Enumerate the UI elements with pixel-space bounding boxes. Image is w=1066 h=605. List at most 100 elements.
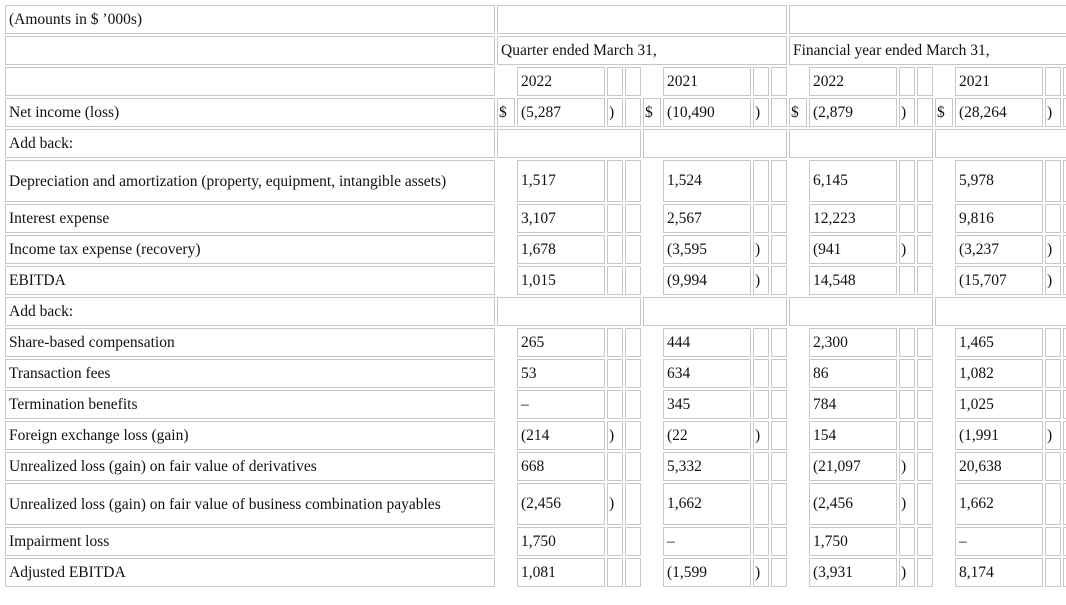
paren-cell: ): [753, 235, 769, 264]
blank-cell: [607, 235, 623, 264]
blank-cell: [1063, 390, 1066, 419]
blank-cell: [899, 328, 915, 357]
value-cell: 20,638: [955, 452, 1043, 481]
value-cell: (941: [809, 235, 897, 264]
blank-cell: [899, 359, 915, 388]
blank-cell: [917, 98, 933, 127]
value-cell: 265: [517, 328, 605, 357]
blank-cell: [1045, 390, 1061, 419]
table-row: Income tax expense (recovery) 1,678 (3,595…: [5, 235, 1066, 264]
ebitda-reconciliation-table: (Amounts in $ ’000s) Quarter ended March…: [3, 3, 1066, 589]
value-cell: 1,750: [809, 527, 897, 556]
title-row: (Amounts in $ ’000s): [5, 5, 1066, 34]
blank-cell: [935, 129, 1066, 158]
row-label: EBITDA: [5, 266, 495, 295]
row-label: Unrealized loss (gain) on fair value of …: [5, 483, 495, 525]
blank-cell: [643, 297, 787, 326]
value-cell: –: [663, 527, 751, 556]
paren-cell: ): [899, 452, 915, 481]
blank-cell: [625, 160, 641, 202]
blank-cell: [607, 266, 623, 295]
blank-cell: [771, 235, 787, 264]
blank-cell: [771, 160, 787, 202]
blank-cell: [497, 297, 641, 326]
blank-cell: [771, 452, 787, 481]
blank-cell: [935, 297, 1066, 326]
blank-cell: [1063, 421, 1066, 450]
value-cell: (10,490: [663, 98, 751, 127]
value-cell: 53: [517, 359, 605, 388]
quarter-header: Quarter ended March 31,: [497, 36, 787, 65]
paren-cell: ): [899, 235, 915, 264]
blank-cell: [753, 452, 769, 481]
blank-cell: [625, 235, 641, 264]
section-row: Add back:: [5, 297, 1066, 326]
blank-cell: [917, 558, 933, 587]
value-cell: 345: [663, 390, 751, 419]
blank-cell: [753, 527, 769, 556]
blank-cell: [753, 328, 769, 357]
section-label: Add back:: [5, 129, 495, 158]
blank-cell: [1045, 328, 1061, 357]
blank-cell: [899, 527, 915, 556]
row-label: Foreign exchange loss (gain): [5, 421, 495, 450]
blank-cell: [917, 160, 933, 202]
value-cell: (2,879: [809, 98, 897, 127]
paren-cell: ): [607, 98, 623, 127]
blank-cell: [771, 266, 787, 295]
table-row: Share-based compensation 265 444 2,300 1,465: [5, 328, 1066, 357]
value-cell: 1,081: [517, 558, 605, 587]
blank-cell: [771, 483, 787, 525]
paren-cell: ): [753, 421, 769, 450]
year-header-row: 2022 2021 2022 2021: [5, 67, 1066, 96]
value-cell: 1,662: [955, 483, 1043, 525]
value-cell: (3,595: [663, 235, 751, 264]
blank-cell: [625, 558, 641, 587]
blank-cell: [607, 359, 623, 388]
row-label: Depreciation and amortization (property,…: [5, 160, 495, 202]
value-cell: (2,456: [517, 483, 605, 525]
table-row: Unrealized loss (gain) on fair value of …: [5, 452, 1066, 481]
blank-cell: [625, 452, 641, 481]
value-cell: 1,524: [663, 160, 751, 202]
value-cell: 634: [663, 359, 751, 388]
value-cell: 1,465: [955, 328, 1043, 357]
blank-cell: [917, 527, 933, 556]
blank-cell: [753, 390, 769, 419]
blank-cell: [899, 204, 915, 233]
blank-cell: [917, 235, 933, 264]
value-cell: (28,264: [955, 98, 1043, 127]
row-label: Unrealized loss (gain) on fair value of …: [5, 452, 495, 481]
table-row: Adjusted EBITDA 1,081 (1,599) (3,931) 8,174: [5, 558, 1066, 587]
value-cell: (2,456: [809, 483, 897, 525]
paren-cell: ): [899, 558, 915, 587]
blank-cell: [643, 129, 787, 158]
blank-cell: [625, 390, 641, 419]
paren-cell: ): [899, 483, 915, 525]
value-cell: 1,678: [517, 235, 605, 264]
table-row: Unrealized loss (gain) on fair value of …: [5, 483, 1066, 525]
blank-cell: [625, 359, 641, 388]
value-cell: (1,991: [955, 421, 1043, 450]
paren-cell: ): [1045, 266, 1061, 295]
currency-symbol: $: [643, 98, 661, 127]
blank-cell: [1045, 483, 1061, 525]
blank-cell: [5, 67, 495, 96]
value-cell: 2,567: [663, 204, 751, 233]
value-cell: 1,517: [517, 160, 605, 202]
blank-cell: [917, 266, 933, 295]
currency-symbol: $: [497, 98, 515, 127]
value-cell: 2,300: [809, 328, 897, 357]
value-cell: 5,332: [663, 452, 751, 481]
value-cell: –: [517, 390, 605, 419]
row-label: Income tax expense (recovery): [5, 235, 495, 264]
blank-cell: [1063, 328, 1066, 357]
blank-cell: [607, 452, 623, 481]
value-cell: (22: [663, 421, 751, 450]
blank-cell: [625, 98, 641, 127]
table-row: Interest expense 3,107 2,567 12,223 9,816: [5, 204, 1066, 233]
blank-cell: [771, 328, 787, 357]
year-header: 2022: [809, 67, 897, 96]
blank-cell: [1045, 558, 1061, 587]
paren-cell: ): [1045, 98, 1061, 127]
